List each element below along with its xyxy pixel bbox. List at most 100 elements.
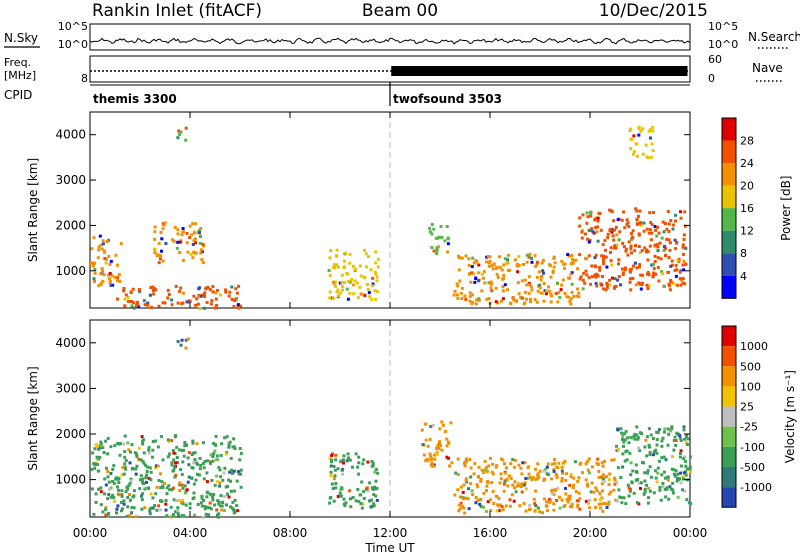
- velocity-echo-cell: [550, 488, 554, 492]
- power-echo-cell: [516, 281, 520, 285]
- velocity-echo-cell: [660, 439, 664, 443]
- velocity-echo-cell: [659, 498, 663, 502]
- power-echo-cell: [490, 264, 494, 268]
- velocity-echo-cell: [447, 441, 451, 445]
- power-echo-cell: [92, 264, 95, 268]
- velocity-echo-cell: [627, 494, 631, 498]
- power-echo-cell: [522, 302, 526, 306]
- power-echo-cell: [602, 260, 606, 263]
- velocity-echo-cell: [435, 446, 438, 450]
- power-echo-cell: [194, 303, 198, 307]
- power-echo-cell: [152, 289, 155, 292]
- velocity-echo-cell: [633, 437, 637, 441]
- velocity-echo-cell: [524, 509, 528, 513]
- velocity-echo-cell: [202, 499, 206, 502]
- velocity-echo-cell: [118, 453, 122, 457]
- velocity-echo-cell: [156, 445, 160, 449]
- power-echo-cell: [650, 142, 654, 146]
- power-echo-cell: [371, 282, 375, 286]
- power-echo-cell: [637, 127, 641, 131]
- velocity-echo-cell: [376, 471, 380, 475]
- power-echo-cell: [667, 222, 671, 226]
- velocity-echo-cell: [220, 442, 224, 446]
- power-echo-cell: [627, 240, 631, 244]
- velocity-echo-cell: [495, 509, 499, 513]
- power-echo-cell: [572, 259, 576, 262]
- velocity-echo-cell: [140, 507, 144, 511]
- velocity-echo-cell: [124, 490, 128, 494]
- velocity-colorbar-swatch: [722, 346, 736, 367]
- velocity-echo-cell: [205, 471, 209, 475]
- velocity-echo-cell: [361, 462, 365, 466]
- power-echo-cell: [681, 281, 685, 285]
- velocity-echo-cell: [577, 491, 581, 495]
- power-echo-cell: [620, 267, 624, 271]
- power-echo-cell: [679, 216, 683, 220]
- power-y-tick-label: 3000: [55, 173, 86, 187]
- velocity-echo-cell: [630, 480, 634, 484]
- velocity-echo-cell: [530, 478, 534, 481]
- velocity-echo-cell: [349, 505, 353, 509]
- velocity-echo-cell: [155, 485, 159, 489]
- power-echo-cell: [684, 262, 688, 266]
- velocity-echo-cell: [682, 457, 686, 461]
- power-echo-cell: [352, 292, 356, 296]
- power-echo-cell: [523, 290, 527, 294]
- velocity-echo-cell: [584, 478, 588, 482]
- power-echo-cell: [622, 210, 626, 214]
- velocity-echo-cell: [607, 483, 611, 487]
- velocity-echo-cell: [202, 466, 206, 470]
- velocity-echo-cell: [223, 436, 227, 440]
- power-echo-cell: [180, 302, 184, 305]
- velocity-echo-cell: [499, 472, 503, 476]
- power-echo-cell: [670, 259, 674, 263]
- velocity-echo-cell: [186, 480, 190, 484]
- velocity-echo-cell: [564, 487, 567, 490]
- power-echo-cell: [647, 273, 651, 277]
- power-echo-cell: [468, 299, 472, 303]
- power-echo-cell: [103, 257, 107, 260]
- velocity-echo-cell: [523, 461, 527, 465]
- power-echo-cell: [639, 251, 642, 255]
- velocity-echo-cell: [166, 455, 170, 459]
- velocity-echo-cell: [229, 456, 233, 460]
- velocity-echo-cell: [647, 486, 651, 490]
- power-echo-cell: [648, 244, 652, 248]
- velocity-echo-cell: [603, 475, 607, 479]
- velocity-echo-cell: [197, 473, 201, 477]
- velocity-echo-cell: [126, 441, 130, 445]
- power-echo-cell: [129, 290, 133, 294]
- power-echo-cell: [482, 270, 486, 274]
- velocity-echo-cell: [484, 466, 488, 470]
- nsearch-label: N.Search: [748, 30, 800, 44]
- velocity-echo-cell: [137, 446, 141, 450]
- power-echo-cell: [626, 221, 630, 225]
- velocity-echo-cell: [487, 464, 491, 468]
- velocity-echo-cell: [430, 461, 434, 465]
- power-echo-cell: [328, 256, 332, 260]
- power-echo-cell: [446, 250, 449, 254]
- velocity-colorbar-frame: [721, 325, 737, 508]
- velocity-echo-cell: [218, 484, 222, 488]
- velocity-echo-cell: [134, 467, 137, 471]
- velocity-echo-cell: [373, 485, 376, 489]
- power-colorbar-tick: 12: [740, 225, 754, 238]
- power-echo-cell: [176, 240, 180, 244]
- velocity-echo-cell: [586, 460, 590, 464]
- power-echo-cell: [611, 234, 615, 238]
- velocity-echo-cell: [682, 425, 686, 429]
- velocity-plot-frame: [89, 319, 691, 518]
- velocity-echo-cell: [164, 508, 168, 512]
- velocity-echo-cell: [513, 486, 517, 490]
- power-echo-cell: [192, 239, 196, 243]
- velocity-echo-cell: [652, 491, 656, 495]
- velocity-echo-cell: [543, 468, 547, 472]
- power-echo-cell: [352, 264, 355, 268]
- velocity-echo-cell: [567, 495, 571, 498]
- power-echo-cell: [342, 259, 346, 263]
- velocity-echo-cell: [165, 514, 169, 518]
- power-echo-cell: [581, 278, 585, 282]
- power-echo-cell: [549, 264, 552, 268]
- velocity-echo-cell: [147, 446, 151, 449]
- velocity-echo-cell: [191, 439, 195, 443]
